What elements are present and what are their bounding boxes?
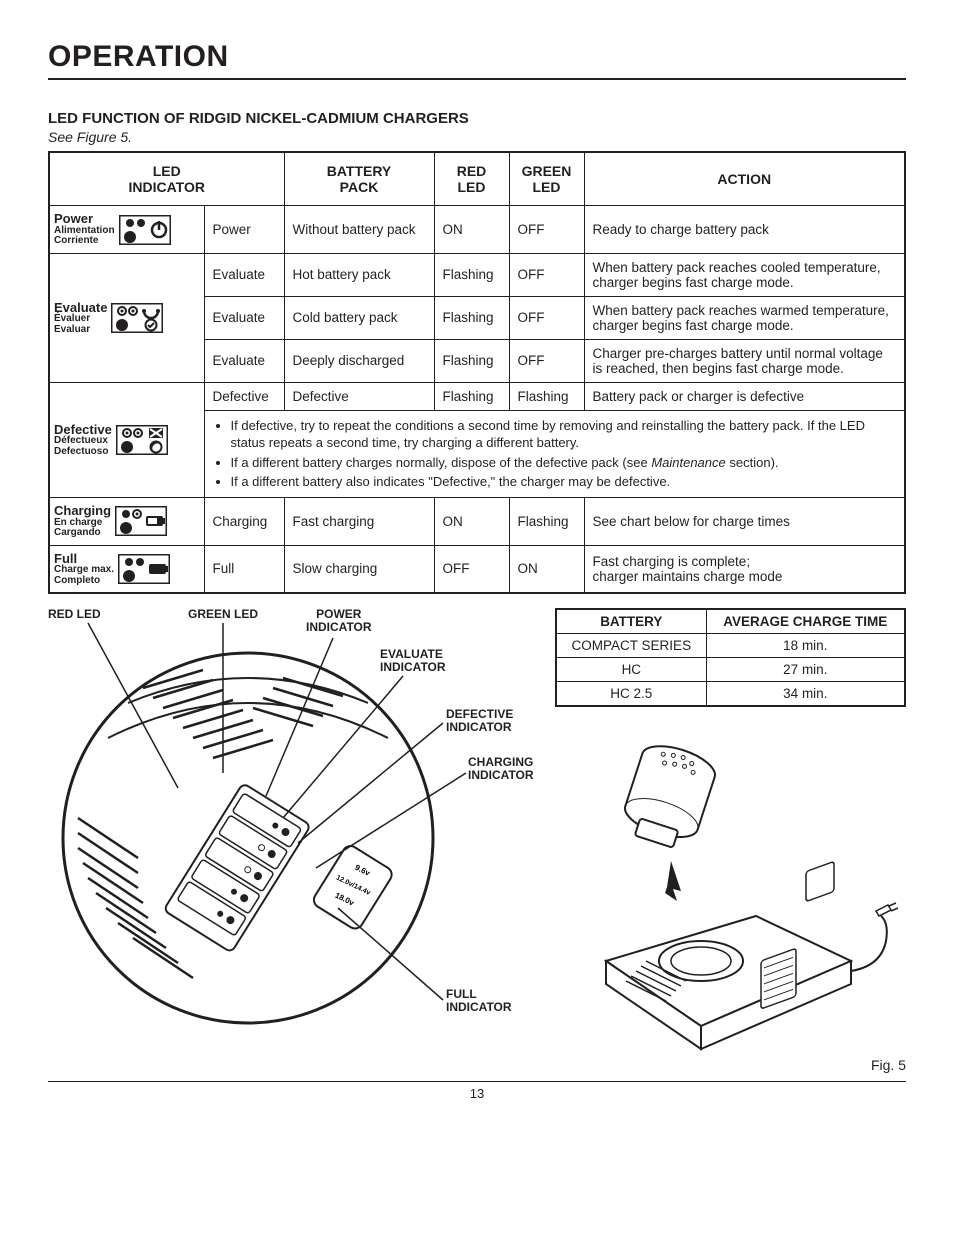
cell-full-grn: ON (509, 545, 584, 593)
charge-time-table: BATTERY AVERAGE CHARGE TIME COMPACT SERI… (555, 608, 906, 707)
label-green-led: GREEN LED (188, 608, 258, 621)
table-cell: HC 2.5 (556, 682, 706, 707)
th-green-led: GREEN LED (509, 152, 584, 206)
charger-diagram: RED LED GREEN LED POWER INDICATOR EVALUA… (48, 608, 543, 1038)
cell-def-act: Battery pack or charger is defective (584, 382, 905, 410)
label-evaluate-ind: EVALUATE INDICATOR (380, 648, 446, 673)
power-icon (119, 215, 171, 245)
cell-eval2-grn: OFF (509, 296, 584, 339)
cell-full-bat: Slow charging (284, 545, 434, 593)
charger-illustration (561, 721, 901, 1051)
cell-power-action: Ready to charge battery pack (584, 206, 905, 254)
defective-icon (116, 425, 168, 455)
cell-eval3-ind: Evaluate (204, 339, 284, 382)
th-battery-pack: BATTERY PACK (284, 152, 434, 206)
cell-eval2-bat: Cold battery pack (284, 296, 434, 339)
label-charging-ind: CHARGING INDICATOR (468, 756, 534, 781)
charging-icon (115, 506, 167, 536)
defective-bullets-cell: If defective, try to repeat the conditio… (204, 410, 905, 497)
cell-eval1-red: Flashing (434, 253, 509, 296)
bullet-item: If a different battery charges normally,… (231, 454, 895, 472)
led-function-table: LED INDICATOR BATTERY PACK RED LED GREEN… (48, 151, 906, 594)
bullet-item: If a different battery also indicates "D… (231, 473, 895, 491)
cell-chg-act: See chart below for charge times (584, 498, 905, 546)
cell-def-grn: Flashing (509, 382, 584, 410)
cell-power-indicator: Power (204, 206, 284, 254)
cell-eval2-red: Flashing (434, 296, 509, 339)
full-icon (118, 554, 170, 584)
cell-def-red: Flashing (434, 382, 509, 410)
power-icon-cell: Power Alimentation Corriente (49, 206, 204, 254)
defective-bullets: If defective, try to repeat the conditio… (221, 417, 895, 491)
cell-full-act: Fast charging is complete; charger maint… (584, 545, 905, 593)
cell-eval3-act: Charger pre-charges battery until normal… (584, 339, 905, 382)
defective-icon-cell: Defective Défectueux Defectuoso (49, 382, 204, 497)
evaluate-icon-cell: Evaluate Évaluer Evaluar (49, 253, 204, 382)
evaluate-icon (111, 303, 163, 333)
cell-eval3-red: Flashing (434, 339, 509, 382)
page-number: 13 (48, 1081, 906, 1101)
label-power-ind: POWER INDICATOR (306, 608, 372, 633)
table-row: HC27 min. (556, 658, 905, 682)
cell-eval1-grn: OFF (509, 253, 584, 296)
page-title: OPERATION (48, 40, 906, 80)
table-row: COMPACT SERIES18 min. (556, 634, 905, 658)
charging-icon-cell: Charging En charge Cargando (49, 498, 204, 546)
table-row: HC 2.534 min. (556, 682, 905, 707)
cell-eval2-act: When battery pack reaches warmed tempera… (584, 296, 905, 339)
cell-eval3-grn: OFF (509, 339, 584, 382)
cell-eval2-ind: Evaluate (204, 296, 284, 339)
cell-def-bat: Defective (284, 382, 434, 410)
cell-full-ind: Full (204, 545, 284, 593)
table-cell: 34 min. (706, 682, 905, 707)
th-led-indicator: LED INDICATOR (49, 152, 284, 206)
charger-svg: 9.6v 12.0v/14.4v 18.0v (48, 608, 543, 1038)
th-action: ACTION (584, 152, 905, 206)
label-full-ind: FULL INDICATOR (446, 988, 512, 1013)
th-battery: BATTERY (556, 609, 706, 634)
figure-caption: Fig. 5 (555, 1057, 906, 1073)
table-cell: HC (556, 658, 706, 682)
cell-def-ind: Defective (204, 382, 284, 410)
cell-chg-ind: Charging (204, 498, 284, 546)
label-defective-ind: DEFECTIVE INDICATOR (446, 708, 513, 733)
cell-eval1-act: When battery pack reaches cooled tempera… (584, 253, 905, 296)
table-cell: COMPACT SERIES (556, 634, 706, 658)
section-subheading: LED FUNCTION OF RIDGID NICKEL-CADMIUM CH… (48, 110, 906, 127)
table-cell: 18 min. (706, 634, 905, 658)
cell-eval1-bat: Hot battery pack (284, 253, 434, 296)
cell-chg-bat: Fast charging (284, 498, 434, 546)
cell-eval1-ind: Evaluate (204, 253, 284, 296)
cell-eval3-bat: Deeply discharged (284, 339, 434, 382)
cell-chg-grn: Flashing (509, 498, 584, 546)
table-cell: 27 min. (706, 658, 905, 682)
cell-power-battery: Without battery pack (284, 206, 434, 254)
cell-full-red: OFF (434, 545, 509, 593)
full-icon-cell: Full Charge max. Completo (49, 545, 204, 593)
cell-power-red: ON (434, 206, 509, 254)
bullet-item: If defective, try to repeat the conditio… (231, 417, 895, 452)
label-red-led: RED LED (48, 608, 101, 621)
th-red-led: RED LED (434, 152, 509, 206)
cell-power-green: OFF (509, 206, 584, 254)
th-avg-time: AVERAGE CHARGE TIME (706, 609, 905, 634)
figure-reference: See Figure 5. (48, 129, 906, 145)
cell-chg-red: ON (434, 498, 509, 546)
